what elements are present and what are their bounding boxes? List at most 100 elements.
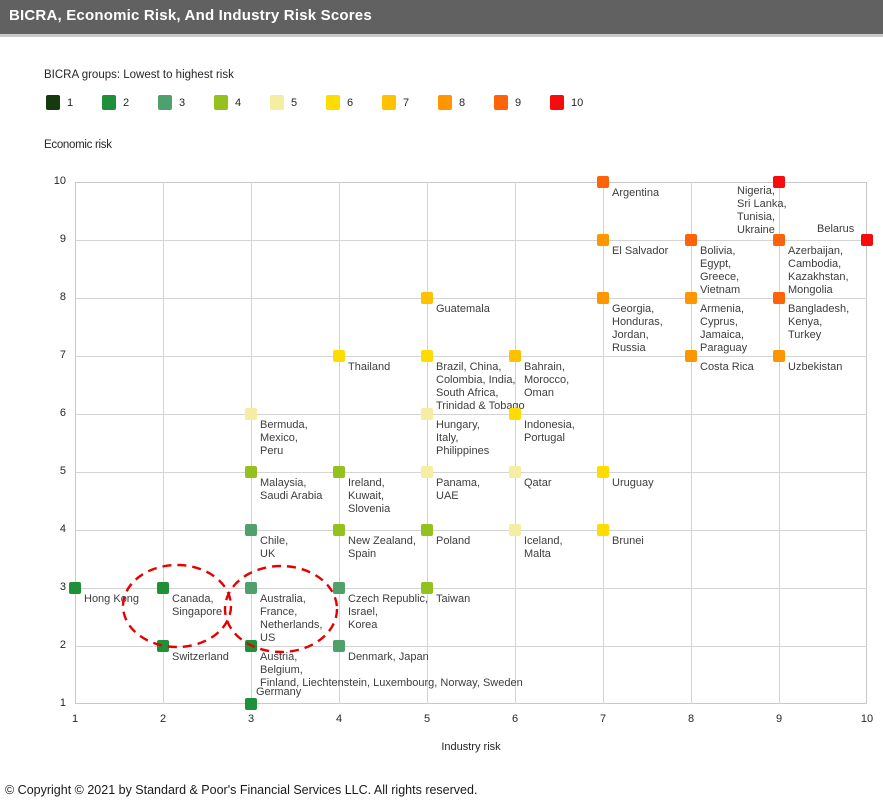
data-point-label: Uruguay [612,477,654,489]
data-point-label: Panama, UAE [436,477,481,502]
data-point-label: Brunei [612,535,644,547]
legend-group-number: 4 [235,96,242,109]
data-point-marker [69,582,81,594]
data-point-label: Guatemala [436,303,490,315]
gridline-horizontal [75,472,867,473]
data-point-marker [597,176,609,188]
x-axis-tick-label: 8 [687,713,695,725]
data-point-marker [773,292,785,304]
bicra-groups-legend: 1 2 3 4 5 6 7 8 9 10 [46,95,606,110]
data-point-label: Poland [436,535,471,547]
data-point-marker [333,524,345,536]
y-axis-tick-label: 10 [53,175,66,187]
data-point-marker [421,350,433,362]
legend-swatch [46,95,60,110]
data-point-label: Taiwan [436,593,471,605]
data-point-marker [157,640,169,652]
copyright-footer: © Copyright © 2021 by Standard & Poor's … [5,783,478,797]
x-axis-tick-label: 9 [775,713,783,725]
gridline-horizontal [75,646,867,647]
data-point-marker [509,408,521,420]
y-axis-tick-label: 4 [59,523,66,535]
gridline-horizontal [75,414,867,415]
data-point-label: Austria, Belgium, Finland, Liechtenstein… [260,651,523,689]
data-point-label: Bangladesh, Kenya, Turkey [788,303,850,341]
gridline-vertical [251,182,252,704]
data-point-marker [157,582,169,594]
legend-group-number: 7 [403,96,410,109]
data-point-marker [333,350,345,362]
x-axis-tick-label: 4 [335,713,343,725]
gridline-vertical [603,182,604,704]
y-axis-tick-label: 1 [59,697,66,709]
data-point-label: Thailand [348,361,391,373]
data-point-marker [245,640,257,652]
legend-swatch [158,95,172,110]
data-point-label: Argentina [612,187,660,199]
legend-item: 2 [102,95,158,110]
legend-item: 8 [438,95,494,110]
legend-item: 3 [158,95,214,110]
gridline-vertical [339,182,340,704]
data-point-label: Indonesia, Portugal [524,419,575,444]
gridline-horizontal [75,588,867,589]
gridline-vertical [163,182,164,704]
x-axis-tick-label: 10 [860,713,874,725]
legend-item: 9 [494,95,550,110]
data-point-marker [773,176,785,188]
gridline-vertical [427,182,428,704]
data-point-marker [685,292,697,304]
legend-group-number: 6 [347,96,354,109]
legend-swatch [214,95,228,110]
y-axis-tick-label: 9 [59,233,66,245]
legend-item: 5 [270,95,326,110]
data-point-marker [333,466,345,478]
gridline-horizontal [75,240,867,241]
data-point-marker [685,350,697,362]
y-axis-tick-label: 3 [59,581,66,593]
data-point-marker [597,524,609,536]
data-point-label: El Salvador [612,245,669,257]
legend-group-number: 9 [515,96,522,109]
legend-group-number: 2 [123,96,130,109]
data-point-marker [773,350,785,362]
gridline-horizontal [75,530,867,531]
data-point-label: Nigeria, Sri Lanka, Tunisia, Ukraine [737,185,787,236]
x-axis-tick-label: 7 [599,713,607,725]
data-point-label: Hong Kong [84,593,140,605]
legend-swatch [438,95,452,110]
data-point-label: Armenia, Cyprus, Jamaica, Paraguay [700,303,748,354]
data-point-label: Switzerland [172,651,229,663]
data-point-label: Germany [256,686,302,698]
legend-swatch [550,95,564,110]
data-point-label: Bolivia, Egypt, Greece, Vietnam [700,245,741,296]
legend-swatch [326,95,340,110]
data-point-label: Canada, Singapore [172,593,223,618]
legend-group-number: 1 [67,96,74,109]
data-point-marker [421,524,433,536]
x-axis-tick-label: 3 [247,713,255,725]
data-point-marker [421,582,433,594]
legend-item: 1 [46,95,102,110]
y-axis-tick-label: 8 [59,291,66,303]
data-point-label: New Zealand, Spain [348,535,416,560]
x-axis-title: Industry risk [441,741,501,753]
legend-item: 6 [326,95,382,110]
data-point-marker [245,698,257,710]
data-point-label: Belarus [817,223,855,235]
data-point-marker [597,466,609,478]
data-point-marker [597,292,609,304]
data-point-marker [333,640,345,652]
legend-item: 10 [550,95,606,110]
data-point-marker [245,408,257,420]
data-point-marker [509,466,521,478]
gridline-vertical [515,182,516,704]
legend-group-number: 8 [459,96,466,109]
data-point-marker [245,466,257,478]
legend-swatch [382,95,396,110]
gridline-vertical [691,182,692,704]
legend-title: BICRA groups: Lowest to highest risk [44,69,234,81]
gridline-horizontal [75,356,867,357]
x-axis-tick-label: 5 [423,713,431,725]
